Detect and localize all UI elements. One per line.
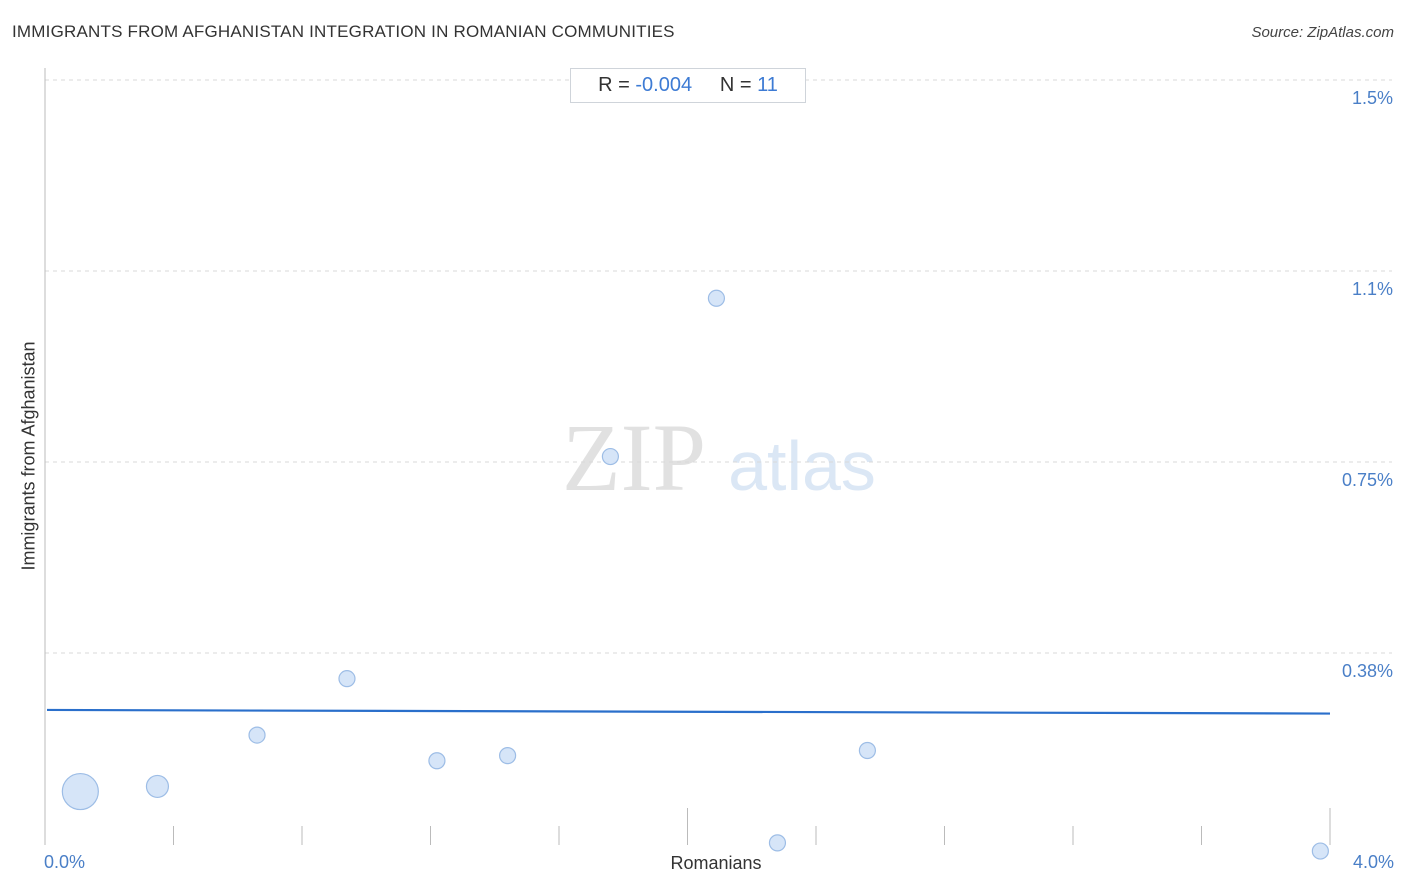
- zipatlas-watermark: ZIP atlas: [562, 404, 876, 511]
- chart-title: IMMIGRANTS FROM AFGHANISTAN INTEGRATION …: [12, 22, 675, 41]
- x-tick-label-max: 4.0%: [1352, 852, 1394, 872]
- data-point-9: [858, 741, 877, 760]
- data-point-0: [61, 772, 99, 811]
- y-tick-label-3: 1.5%: [1352, 88, 1393, 108]
- gridlines: [45, 79, 1392, 654]
- y-tick-label-1: 0.75%: [1342, 470, 1393, 490]
- stats-box: R = -0.004 N = 11: [570, 68, 806, 103]
- y-tick-label-2: 1.1%: [1352, 279, 1393, 299]
- y-tick-labels: 0.38% 0.75% 1.1% 1.5%: [1342, 88, 1393, 681]
- data-points: [61, 289, 1329, 860]
- r-label: R =: [598, 74, 630, 96]
- data-point-7: [707, 289, 726, 307]
- data-point-3: [338, 670, 356, 688]
- data-point-10: [1311, 842, 1329, 860]
- trend-line: [46, 708, 1331, 715]
- watermark-zip: ZIP: [562, 404, 706, 511]
- n-value: 11: [757, 74, 778, 96]
- r-value: -0.004: [635, 74, 693, 96]
- data-point-4: [428, 752, 446, 770]
- data-point-2: [248, 726, 266, 744]
- data-point-5: [499, 747, 517, 765]
- source-label: Source: ZipAtlas.com: [1251, 24, 1394, 41]
- y-axis-label: Immigrants from Afghanistan: [18, 341, 39, 571]
- n-label: N =: [719, 74, 752, 96]
- data-point-1: [145, 774, 170, 799]
- watermark-atlas: atlas: [728, 427, 876, 505]
- y-tick-label-0: 0.38%: [1342, 661, 1393, 681]
- axes: [44, 68, 1331, 845]
- data-point-8: [768, 834, 787, 852]
- x-axis-label: Romanians: [670, 853, 762, 873]
- x-tick-label-min: 0.0%: [44, 852, 86, 872]
- data-point-6: [601, 447, 620, 466]
- trend-line-group: [46, 708, 1331, 715]
